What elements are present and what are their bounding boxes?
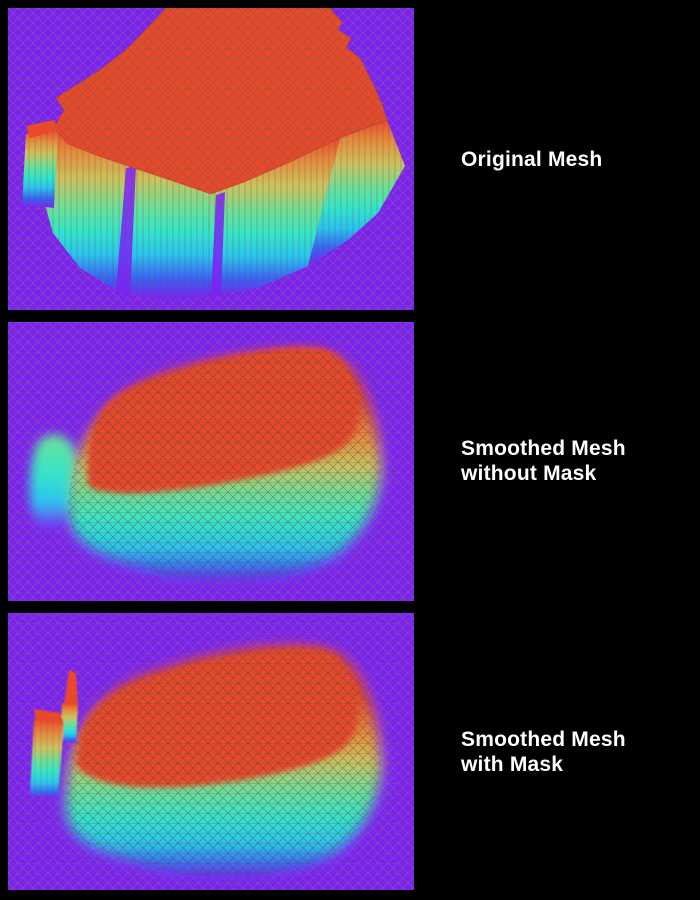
label-original-mesh: Original Mesh [461, 147, 602, 172]
smoothed-left-spur [30, 434, 79, 530]
smoothed-with-mask-render [8, 613, 414, 890]
smoothed-no-mask-render [8, 322, 414, 601]
label-line: Smoothed Mesh [461, 728, 626, 751]
pillar-top [34, 709, 64, 723]
label-line: Smoothed Mesh [461, 437, 626, 460]
masked-sharp-features [30, 670, 78, 799]
plateau-wireframe [54, 8, 387, 194]
label-smoothed-mesh-without-mask: Smoothed Mesh without Mask [461, 436, 626, 486]
pillar-top [26, 120, 58, 138]
cliff-gap-left [116, 166, 136, 298]
panel-smoothed-mesh-with-mask [8, 613, 414, 890]
label-line: without Mask [461, 462, 597, 485]
spike-cliff [60, 703, 78, 743]
panel-smoothed-mesh-without-mask [8, 322, 414, 601]
label-smoothed-mesh-with-mask: Smoothed Mesh with Mask [461, 727, 626, 777]
cliff-gap-front [211, 192, 225, 296]
label-line: Original Mesh [461, 148, 603, 171]
original-mesh-render [8, 8, 414, 310]
pillar-striations [30, 719, 64, 799]
spike-top [64, 670, 78, 705]
label-line: with Mask [461, 753, 564, 776]
panel-original-mesh [8, 8, 414, 310]
